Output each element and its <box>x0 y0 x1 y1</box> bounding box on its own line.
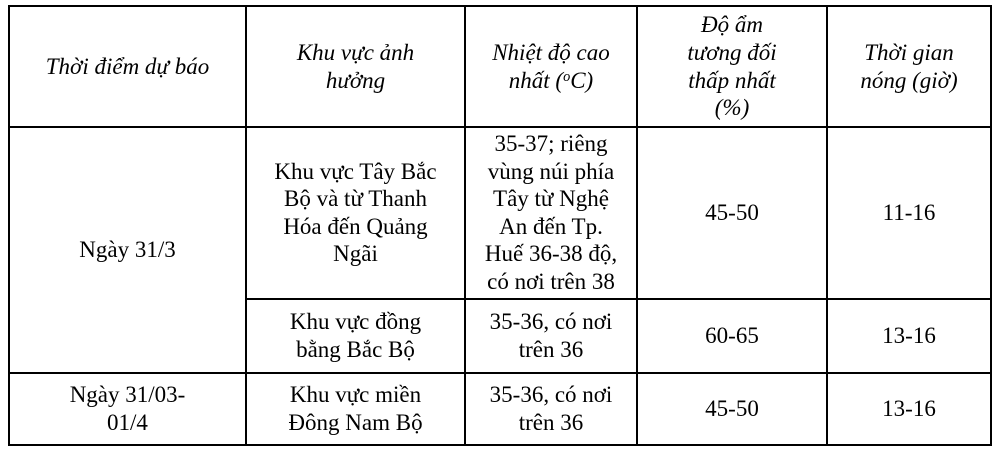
header-cell-forecast-time: Thời điểm dự báo <box>8 5 247 128</box>
table-row: Ngày 31/3 Khu vực Tây Bắc Bộ và từ Thanh… <box>8 126 992 374</box>
header-cell-affected-area: Khu vực ảnh hưởng <box>245 5 466 128</box>
header-temp-unit-close: C) <box>570 67 594 93</box>
table-row: Ngày 31/03- 01/4 Khu vực miền Đông Nam B… <box>8 371 992 446</box>
cell-area-southeast: Khu vực miền Đông Nam Bộ <box>245 371 466 446</box>
header-cell-hot-hours: Thời gian nóng (giờ) <box>826 5 992 128</box>
degree-superscript: o <box>563 69 571 86</box>
cell-temp-north-delta: 35-36, có nơi trên 36 <box>464 297 638 374</box>
cell-area-northwest: Khu vực Tây Bắc Bộ và từ Thanh Hóa đến Q… <box>245 126 466 300</box>
table-row: Khu vực đồng bằng Bắc Bộ 35-36, có nơi t… <box>9 297 992 374</box>
heat-forecast-table-container: Thời điểm dự báo Khu vực ảnh hưởng Nhiệt… <box>8 5 992 446</box>
cell-date-31-3: Ngày 31/3 <box>8 126 247 374</box>
cell-humidity-southeast: 45-50 <box>636 371 828 446</box>
heat-forecast-table: Thời điểm dự báo Khu vực ảnh hưởng Nhiệt… <box>8 5 992 446</box>
header-cell-min-humidity: Độ ẩm tương đối thấp nhất (%) <box>636 5 828 128</box>
cell-humidity-northwest: 45-50 <box>636 126 828 300</box>
header-cell-max-temperature: Nhiệt độ cao nhất (oC) <box>464 5 638 128</box>
cell-date-31-03-01-4: Ngày 31/03- 01/4 <box>8 371 247 446</box>
cell-hours-southeast: 13-16 <box>826 371 992 446</box>
header-temp-text: Nhiệt độ cao nhất ( <box>492 39 610 93</box>
table-header-row: Thời điểm dự báo Khu vực ảnh hưởng Nhiệt… <box>8 5 992 128</box>
cell-area-north-delta: Khu vực đồng bằng Bắc Bộ <box>245 297 466 374</box>
cell-temp-northwest: 35-37; riêng vùng núi phía Tây từ Nghệ A… <box>464 126 638 300</box>
cell-temp-southeast: 35-36, có nơi trên 36 <box>464 371 638 446</box>
cell-hours-northwest: 11-16 <box>826 126 992 300</box>
cell-hours-north-delta: 13-16 <box>826 297 992 374</box>
cell-humidity-north-delta: 60-65 <box>636 297 828 374</box>
